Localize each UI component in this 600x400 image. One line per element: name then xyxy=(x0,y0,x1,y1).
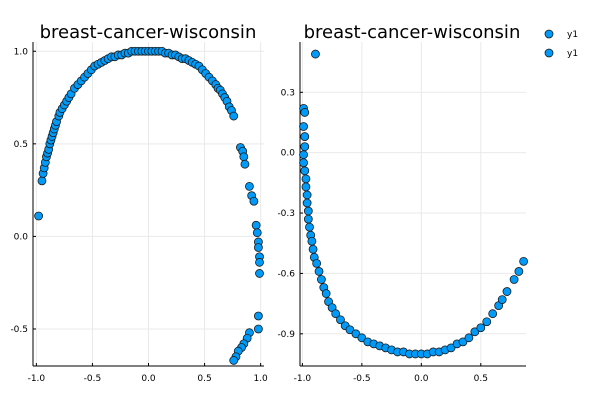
data-point xyxy=(300,132,310,141)
data-point xyxy=(245,182,254,191)
y-tick-label: -0.5 xyxy=(10,325,28,335)
data-point xyxy=(253,324,263,334)
data-point xyxy=(519,256,529,266)
y-tick-label: 0.0 xyxy=(281,149,296,159)
data-point xyxy=(302,198,312,208)
legend-label: y1 xyxy=(567,49,578,59)
data-point xyxy=(37,176,47,186)
data-point xyxy=(308,244,318,254)
data-point xyxy=(446,343,456,353)
data-point xyxy=(249,196,259,206)
data-point xyxy=(509,275,519,284)
data-point xyxy=(345,325,355,335)
data-point xyxy=(253,243,263,252)
data-point xyxy=(299,150,308,160)
data-point xyxy=(470,327,480,337)
data-point xyxy=(497,295,507,304)
data-point xyxy=(299,122,308,131)
data-point xyxy=(301,182,311,192)
data-point xyxy=(34,211,44,221)
data-point xyxy=(299,158,308,168)
x-tick-label: 0.5 xyxy=(474,374,488,384)
data-point xyxy=(305,222,314,232)
x-tick-label: 0.0 xyxy=(414,374,429,384)
data-point xyxy=(253,311,263,321)
x-tick-label: -1.0 xyxy=(28,374,46,384)
y-tick-label: 0.0 xyxy=(14,232,29,242)
data-point xyxy=(312,258,322,268)
chart-title: breast-cancer-wisconsin xyxy=(40,22,257,43)
data-point xyxy=(311,49,320,59)
data-point xyxy=(357,333,367,343)
data-point xyxy=(476,323,486,333)
data-point xyxy=(331,309,341,319)
legend-marker xyxy=(544,48,554,58)
data-point xyxy=(514,267,524,276)
y-tick-label: -0.3 xyxy=(277,209,295,219)
y-tick-label: 0.5 xyxy=(14,140,28,150)
legend-label: y1 xyxy=(567,30,578,40)
data-point xyxy=(255,257,264,267)
data-point xyxy=(300,108,310,117)
x-tick-label: -1.0 xyxy=(294,374,312,384)
data-point xyxy=(464,333,474,343)
data-point xyxy=(300,166,310,176)
y-tick-label: -0.9 xyxy=(277,330,295,340)
legend: y1 y1 xyxy=(544,29,578,59)
chart-panel-1: -1.0 -0.5 0.0 0.5 1.0 -0.5 0.0 0.5 1.0 breast-can… xyxy=(10,22,268,384)
data-point xyxy=(300,142,310,152)
data-point xyxy=(252,228,262,238)
data-point xyxy=(336,315,345,325)
data-point xyxy=(317,275,326,284)
chart-title: breast-cancer-wisconsin xyxy=(304,22,521,43)
x-tick-label: 0.5 xyxy=(197,374,211,384)
data-point xyxy=(314,267,324,276)
data-point xyxy=(251,220,261,230)
data-point xyxy=(321,289,331,298)
data-point xyxy=(502,287,512,296)
data-point xyxy=(458,337,468,347)
chart-panel-2: -1.0 -0.5 0.0 0.5 -0.9 -0.6 -0.3 0.0 0.3 breast-c… xyxy=(277,22,578,384)
data-point xyxy=(255,269,264,278)
legend-marker xyxy=(544,29,554,39)
data-point xyxy=(488,309,498,319)
y-tick-label: -0.6 xyxy=(277,269,295,279)
y-tick-label: 0.3 xyxy=(281,88,295,98)
x-tick-label: 1.0 xyxy=(253,374,268,384)
data-point xyxy=(482,317,492,327)
x-tick-label: 0.0 xyxy=(141,374,156,384)
data-point xyxy=(303,206,313,216)
data-point xyxy=(301,174,311,184)
x-tick-label: -0.5 xyxy=(353,374,371,384)
data-point xyxy=(240,159,250,169)
data-point xyxy=(239,152,249,162)
x-tick-label: -0.5 xyxy=(84,374,102,384)
data-point xyxy=(307,236,317,246)
data-point xyxy=(303,214,313,224)
data-point xyxy=(229,356,239,365)
data-point xyxy=(351,329,361,339)
data-point xyxy=(302,190,312,200)
y-tick-label: 1.0 xyxy=(14,47,29,57)
data-point xyxy=(229,111,239,121)
